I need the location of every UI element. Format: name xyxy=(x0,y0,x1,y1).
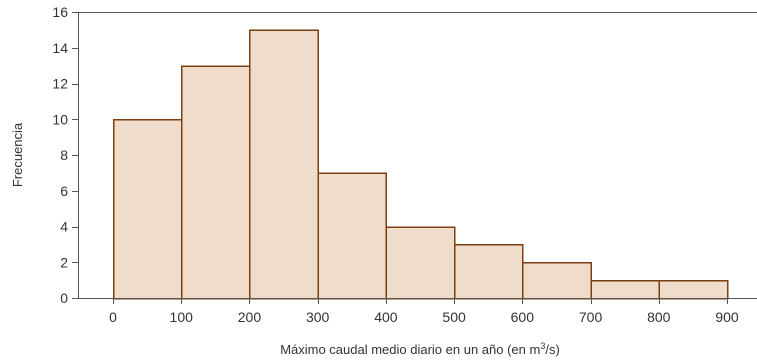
y-tick-label-4: 4 xyxy=(60,219,68,235)
x-tick-label-900: 900 xyxy=(715,309,739,325)
histogram-bar-600-700 xyxy=(522,262,592,300)
histogram-bar-100-200 xyxy=(180,65,251,300)
y-tick-label-6: 6 xyxy=(60,183,68,199)
x-tick-label-400: 400 xyxy=(374,309,398,325)
bars-group xyxy=(112,29,729,300)
x-axis-title-main: Máximo caudal medio diario en un año (en… xyxy=(280,342,540,357)
x-tick-label-500: 500 xyxy=(442,309,466,325)
axes-group xyxy=(78,12,757,299)
x-tick-label-700: 700 xyxy=(579,309,603,325)
y-ticks-group: 0 2 4 6 8 10 12 14 16 xyxy=(52,4,78,306)
x-tick-label-600: 600 xyxy=(511,309,535,325)
y-tick-label-14: 14 xyxy=(52,40,68,56)
x-tick-label-300: 300 xyxy=(306,309,330,325)
histogram-bar-200-300 xyxy=(249,29,319,300)
histogram-bar-400-500 xyxy=(385,226,456,300)
histogram-bar-500-600 xyxy=(453,244,524,300)
x-tick-label-200: 200 xyxy=(238,309,262,325)
y-tick-label-16: 16 xyxy=(52,4,68,20)
x-axis-title: Máximo caudal medio diario en un año (en… xyxy=(280,341,560,357)
histogram-bar-300-400 xyxy=(317,172,388,300)
y-tick-label-12: 12 xyxy=(52,76,68,92)
x-axis-title-end: /s) xyxy=(545,342,559,357)
x-axis-title-superscript: 3 xyxy=(540,341,545,351)
y-tick-label-0: 0 xyxy=(60,290,68,306)
y-tick-label-2: 2 xyxy=(60,254,68,270)
y-tick-label-8: 8 xyxy=(60,147,68,163)
x-tick-label-800: 800 xyxy=(647,309,671,325)
histogram-bar-0-100 xyxy=(112,119,183,300)
histogram-bar-700-800 xyxy=(590,279,661,300)
y-tick-label-10: 10 xyxy=(52,111,68,127)
histogram-bar-800-900 xyxy=(658,279,729,300)
x-ticks-group: 0 100 200 300 400 500 600 700 800 900 xyxy=(109,298,739,325)
y-axis-title: Frecuencia xyxy=(10,122,25,187)
x-tick-label-0: 0 xyxy=(109,309,117,325)
x-tick-label-100: 100 xyxy=(170,309,194,325)
